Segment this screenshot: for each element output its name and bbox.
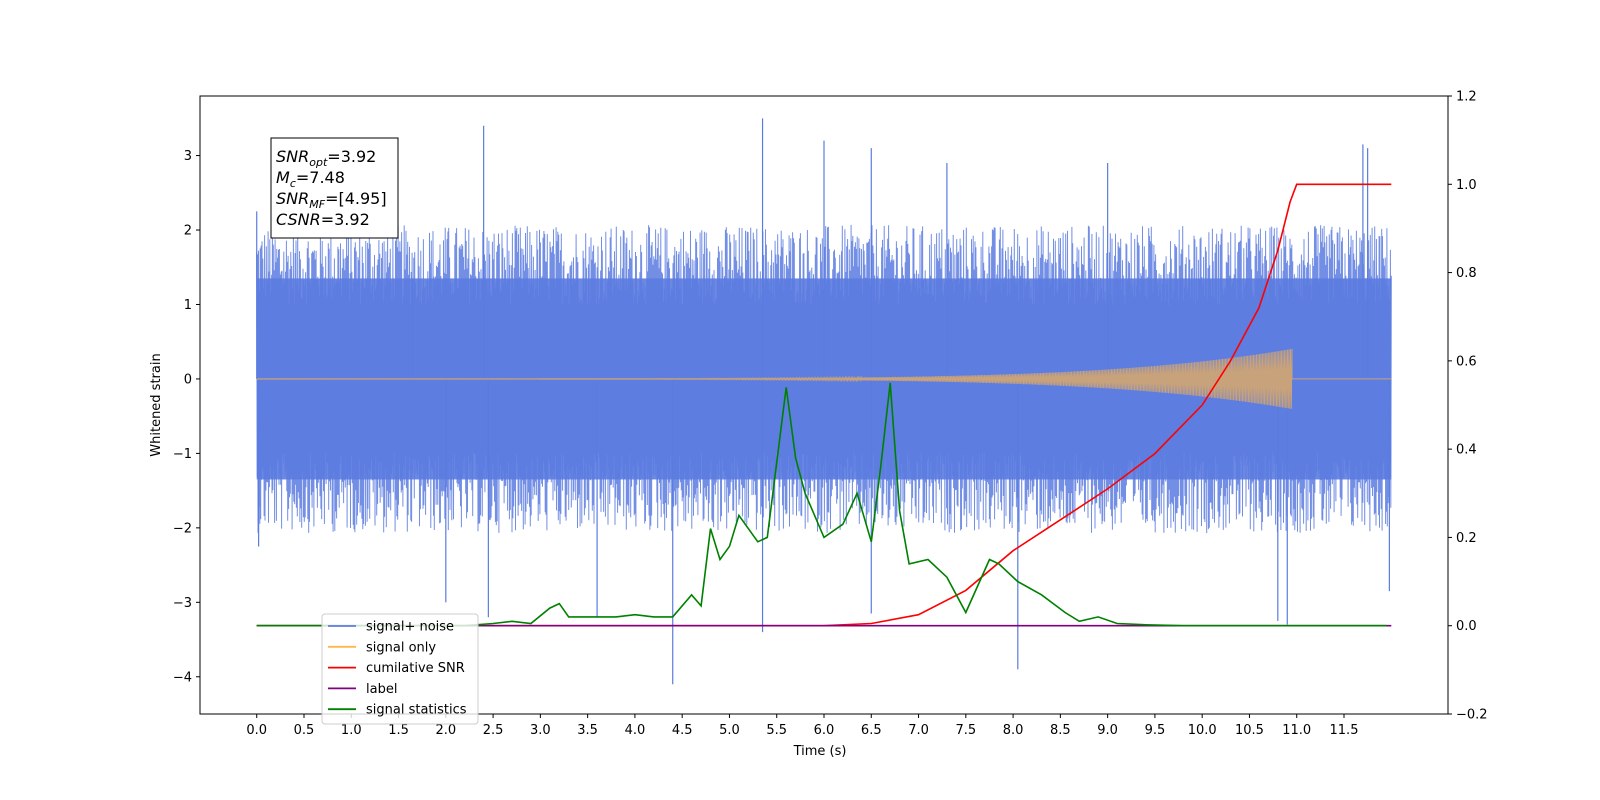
x-tick-label: 4.5 <box>672 723 693 738</box>
y-tick-label: 3 <box>184 149 192 164</box>
y-tick-label: 0 <box>184 372 192 387</box>
y2-tick-label: 0.2 <box>1456 531 1477 546</box>
x-tick-label: 2.0 <box>435 723 456 738</box>
y-axis-right: −0.2 0.0 0.2 0.4 0.6 0.8 1.0 1.2 <box>1448 90 1488 723</box>
annotation-frame <box>270 137 399 239</box>
x-tick-label: 10.0 <box>1188 723 1217 738</box>
x-tick-label: 0.0 <box>246 723 267 738</box>
series-signal-statistics <box>256 382 1387 627</box>
x-tick-label: 10.5 <box>1235 723 1264 738</box>
plot-series <box>256 118 1392 685</box>
legend-label: signal+ noise <box>366 620 454 635</box>
x-tick-label: 4.0 <box>625 723 646 738</box>
x-tick-label: 1.5 <box>388 723 409 738</box>
x-axis: 0.0 0.5 1.0 1.5 2.0 2.5 3.0 3.5 4.0 4.5 5.0 5.5 6.0 6… <box>246 714 1358 738</box>
x-tick-label: 9.5 <box>1145 723 1166 738</box>
y-tick-label: −4 <box>173 670 192 685</box>
line-trace <box>256 183 1392 627</box>
x-tick-label: 5.0 <box>719 723 740 738</box>
legend-label: signal statistics <box>366 703 467 718</box>
x-tick-label: 9.0 <box>1097 723 1118 738</box>
x-tick-label: 8.0 <box>1003 723 1024 738</box>
x-tick-label: 11.5 <box>1330 723 1359 738</box>
legend: signal+ noise signal only cumilative SNR la… <box>321 613 479 725</box>
legend-frame <box>321 613 479 725</box>
y-tick-label: −1 <box>173 447 192 462</box>
annotation-line: SNRopt=3.92 <box>276 147 376 169</box>
x-tick-label: 6.5 <box>861 723 882 738</box>
y2-tick-label: −0.2 <box>1456 708 1488 723</box>
series-cumilative-snr <box>256 183 1392 627</box>
x-tick-label: 2.5 <box>483 723 504 738</box>
annotation-line: SNRMF=[4.95] <box>276 189 387 211</box>
y-tick-label: 1 <box>184 298 192 313</box>
x-axis-label: Time (s) <box>793 744 847 759</box>
line-trace <box>256 382 1387 627</box>
y2-tick-label: 1.0 <box>1456 178 1477 193</box>
legend-label: cumilative SNR <box>366 661 465 676</box>
y2-tick-label: 0.4 <box>1456 443 1477 458</box>
annotation-line: Mc=7.48 <box>276 168 345 190</box>
x-tick-label: 0.5 <box>294 723 315 738</box>
y-tick-label: 2 <box>184 224 192 239</box>
y2-tick-label: 0.6 <box>1456 354 1477 369</box>
x-tick-label: 3.0 <box>530 723 551 738</box>
y2-tick-label: 1.2 <box>1456 90 1477 105</box>
x-tick-label: 3.5 <box>577 723 598 738</box>
x-tick-label: 7.0 <box>908 723 929 738</box>
y-axis-label: Whitened strain <box>149 353 164 456</box>
x-tick-label: 11.0 <box>1282 723 1311 738</box>
x-tick-label: 8.5 <box>1050 723 1071 738</box>
x-tick-label: 5.5 <box>766 723 787 738</box>
chirp-trace <box>256 348 1392 409</box>
y-axis-left: −4 −3 −2 −1 0 1 2 3 <box>173 149 200 685</box>
y-tick-label: −3 <box>173 596 192 611</box>
x-tick-label: 6.0 <box>814 723 835 738</box>
series-signal-only <box>256 348 1392 409</box>
legend-label: signal only <box>366 640 436 655</box>
legend-label: label <box>366 682 397 697</box>
x-tick-label: 7.5 <box>955 723 976 738</box>
annotation-line: CSNR=3.92 <box>276 210 370 229</box>
y2-tick-label: 0.0 <box>1456 619 1477 634</box>
y2-tick-label: 0.8 <box>1456 266 1477 281</box>
y-tick-label: −2 <box>173 521 192 536</box>
x-tick-label: 1.0 <box>341 723 362 738</box>
